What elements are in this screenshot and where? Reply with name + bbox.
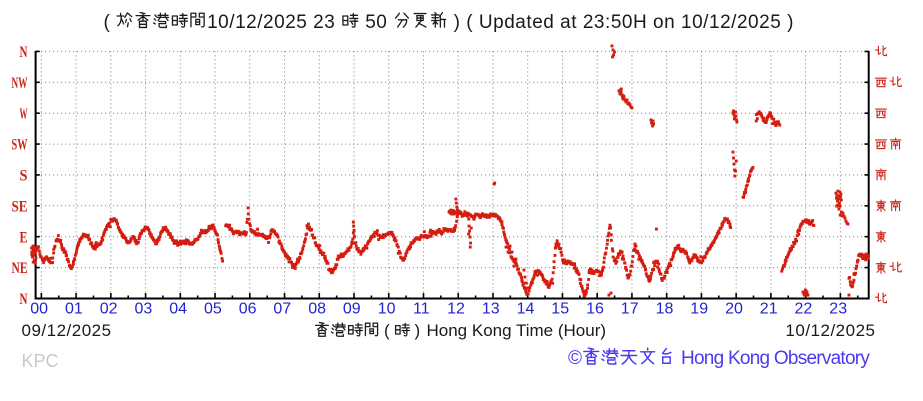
- svg-text:01: 01: [65, 301, 83, 318]
- svg-text:09/12/2025: 09/12/2025: [22, 321, 112, 340]
- svg-text:22: 22: [795, 301, 813, 318]
- svg-text:©: ©: [568, 348, 582, 369]
- svg-text:03: 03: [135, 301, 153, 318]
- svg-text:06: 06: [239, 301, 257, 318]
- svg-text:N: N: [20, 291, 28, 308]
- svg-text:NW: NW: [12, 75, 28, 92]
- svg-text:15: 15: [551, 301, 569, 318]
- svg-text:Hong Kong Time (Hour): Hong Kong Time (Hour): [427, 321, 607, 340]
- svg-text:10: 10: [378, 301, 396, 318]
- svg-text:SE: SE: [12, 198, 28, 215]
- svg-text:50: 50: [359, 12, 393, 33]
- svg-text:): ): [415, 321, 421, 340]
- svg-text:S: S: [20, 168, 28, 185]
- svg-text:14: 14: [517, 301, 535, 318]
- svg-text:00: 00: [30, 301, 48, 318]
- svg-text:11: 11: [413, 301, 430, 318]
- svg-text:08: 08: [308, 301, 326, 318]
- svg-text:10/12/2025: 10/12/2025: [785, 321, 875, 340]
- svg-text:16: 16: [586, 301, 604, 318]
- svg-text:18: 18: [656, 301, 674, 318]
- svg-text:17: 17: [621, 301, 639, 318]
- svg-text:W: W: [20, 106, 28, 123]
- svg-text:) ( Updated at 23:50H on 10/12: ) ( Updated at 23:50H on 10/12/2025 ): [448, 12, 794, 33]
- svg-text:19: 19: [690, 301, 708, 318]
- svg-text:N: N: [20, 44, 28, 61]
- svg-text:07: 07: [273, 301, 291, 318]
- svg-text:(: (: [104, 12, 117, 33]
- svg-text:09: 09: [343, 301, 361, 318]
- svg-text:10/12/2025 23: 10/12/2025 23: [207, 12, 341, 33]
- svg-text:04: 04: [169, 301, 187, 318]
- svg-text:NE: NE: [12, 260, 28, 277]
- svg-text:02: 02: [100, 301, 118, 318]
- svg-text:13: 13: [482, 301, 500, 318]
- svg-text:23: 23: [829, 301, 847, 318]
- svg-text:E: E: [20, 229, 28, 246]
- svg-text:20: 20: [725, 301, 743, 318]
- svg-text:Hong Kong Observatory: Hong Kong Observatory: [681, 348, 870, 369]
- svg-text:(: (: [384, 321, 390, 340]
- svg-text:KPC: KPC: [22, 351, 59, 371]
- svg-text:SW: SW: [12, 137, 28, 154]
- svg-text:12: 12: [447, 301, 465, 318]
- svg-text:05: 05: [204, 301, 222, 318]
- svg-text:21: 21: [760, 301, 778, 318]
